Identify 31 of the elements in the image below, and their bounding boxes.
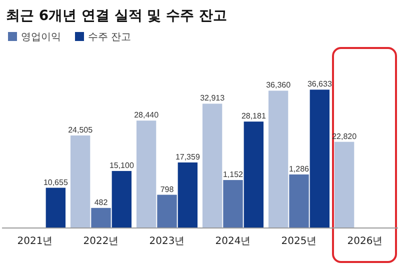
bar [112,170,132,228]
data-label: 10,655 [43,178,68,187]
legend-label: 수주 잔고 [88,32,132,43]
x-tick-label: 2022년 [83,236,119,247]
bar [46,188,66,228]
data-label: 28,440 [134,110,160,120]
data-label: 36,360 [266,80,292,90]
data-label: 24,505 [68,125,94,134]
data-label: 32,913 [200,94,226,103]
bar [70,135,90,228]
data-label: 1,286 [288,164,310,174]
x-tick-label: 2024년 [215,236,251,247]
x-tick-label: 2023년 [149,236,185,247]
data-label: 798 [160,184,174,194]
data-label: 17,359 [175,152,200,162]
bar [334,142,354,228]
x-tick-label: 2025년 [281,236,317,247]
chart-title: 최근 6개년 연결 실적 및 수주 잔고 [6,8,227,24]
x-tick-label: 2021년 [17,236,53,247]
bar [310,90,330,228]
bar [244,122,264,228]
data-label: 15,100 [109,160,134,170]
bar [202,104,222,228]
x-tick-label: 2026년 [347,236,383,247]
bar [136,120,156,228]
data-label: 36,633 [307,80,332,89]
data-label: 1,152 [222,170,244,180]
legend-label: 영업이익 [21,32,61,43]
data-label: 28,181 [241,112,266,121]
data-label: 482 [94,198,108,207]
bar [268,90,288,228]
